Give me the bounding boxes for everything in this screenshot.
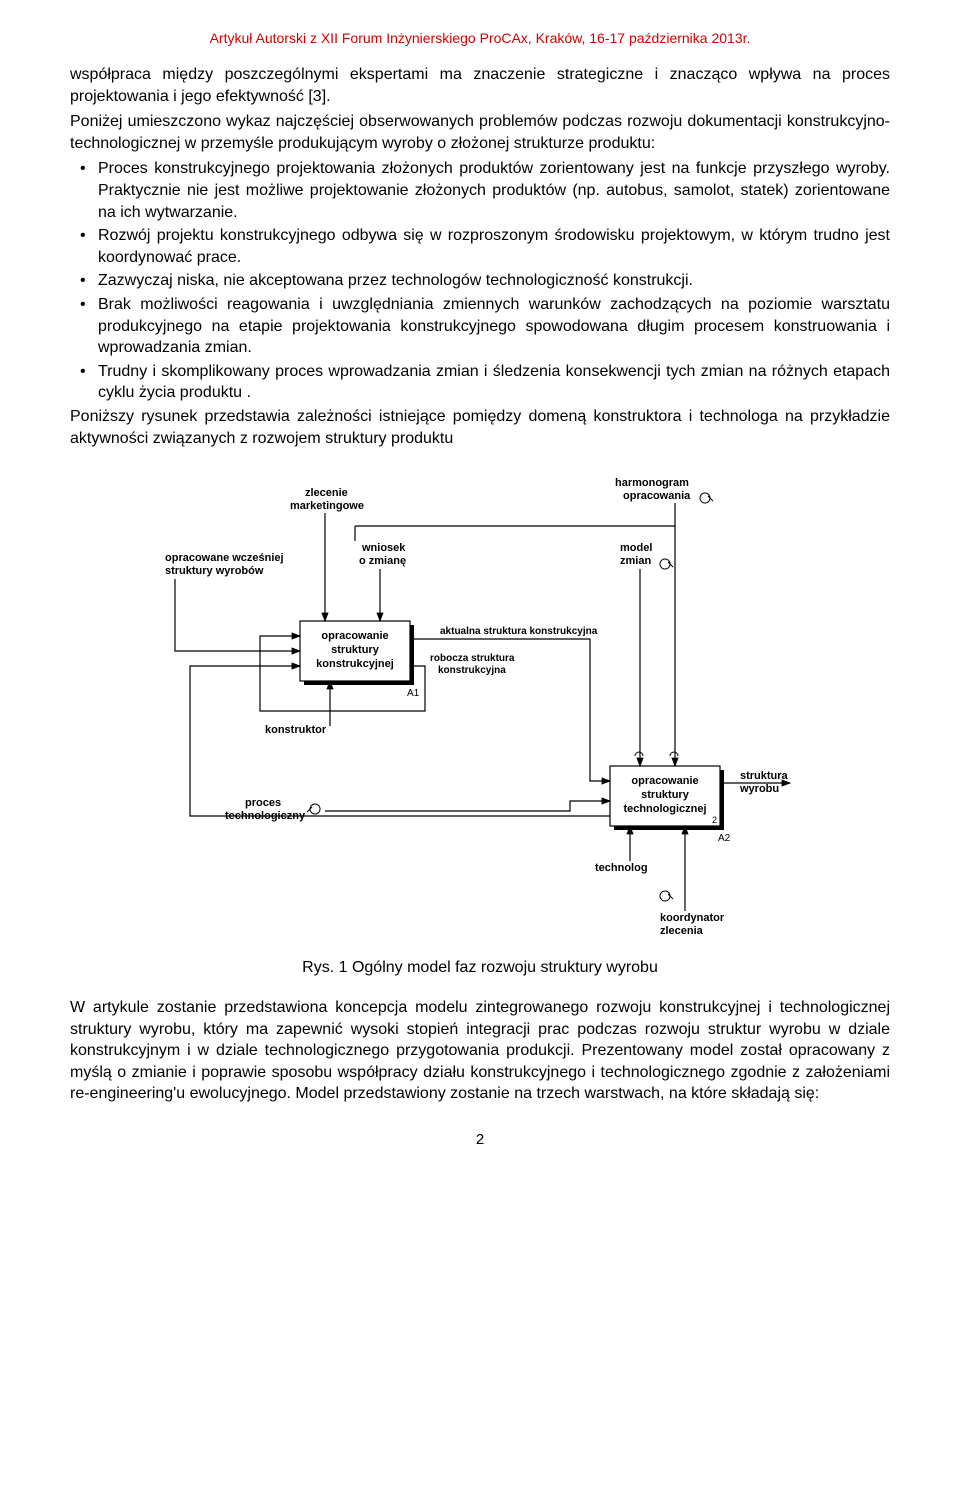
proces-l1: proces	[245, 797, 281, 809]
a2-label: A2	[718, 833, 731, 844]
rob-l2: konstrukcyjna	[438, 665, 506, 676]
konstruktor-label: konstruktor	[265, 724, 327, 736]
page-number: 2	[70, 1131, 890, 1148]
paragraph-1: współpraca między poszczególnymi ekspert…	[70, 64, 890, 107]
box1-line1: opracowanie	[321, 630, 388, 642]
box2-line1: opracowanie	[631, 775, 698, 787]
wniosek-l2: o zmianę	[359, 555, 406, 567]
strukt-l1: struktura	[740, 770, 789, 782]
bullet-list: Proces konstrukcyjnego projektowania zło…	[70, 158, 890, 404]
paragraph-4: W artykule zostanie przedstawiona koncep…	[70, 997, 890, 1105]
box2-line2: struktury	[641, 789, 690, 801]
model-l1: model	[620, 542, 652, 554]
model-l2: zmian	[620, 555, 651, 567]
diagram-svg: opracowanie struktury konstrukcyjnej A1 …	[130, 471, 830, 941]
bullet-item: Brak możliwości reagowania i uwzględnian…	[70, 294, 890, 359]
strukt-l2: wyrobu	[739, 783, 779, 795]
aktualna-label: aktualna struktura konstrukcyjna	[440, 626, 598, 637]
bullet-item: Rozwój projektu konstrukcyjnego odbywa s…	[70, 225, 890, 268]
opr-l1: opracowane wcześniej	[165, 552, 284, 564]
koord-l2: zlecenia	[660, 925, 704, 937]
koord-l1: koordynator	[660, 912, 725, 924]
bullet-item: Zazwyczaj niska, nie akceptowana przez t…	[70, 270, 890, 292]
zlecenie-l1: zlecenie	[305, 487, 348, 499]
page-header: Artykuł Autorski z XII Forum Inżynierski…	[70, 30, 890, 46]
wniosek-l1: wniosek	[361, 542, 406, 554]
two-label: 2	[712, 815, 717, 825]
bullet-item: Proces konstrukcyjnego projektowania zło…	[70, 158, 890, 223]
box1-line2: struktury	[331, 644, 380, 656]
bullet-item: Trudny i skomplikowany proces wprowadzan…	[70, 361, 890, 404]
box1-line3: konstrukcyjnej	[316, 658, 394, 670]
harm-l2: opracowania	[623, 490, 691, 502]
zlecenie-l2: marketingowe	[290, 500, 364, 512]
paragraph-2: Poniżej umieszczono wykaz najczęściej ob…	[70, 111, 890, 154]
harm-l1: harmonogram	[615, 477, 689, 489]
rob-l1: robocza struktura	[430, 653, 515, 664]
paragraph-3: Poniższy rysunek przedstawia zależności …	[70, 406, 890, 449]
figure-caption: Rys. 1 Ogólny model faz rozwoju struktur…	[70, 959, 890, 977]
figure-1: opracowanie struktury konstrukcyjnej A1 …	[130, 471, 830, 941]
technolog-label: technolog	[595, 862, 648, 874]
box2-line3: technologicznej	[623, 803, 706, 815]
a1-label: A1	[407, 688, 420, 699]
opr-l2: struktury wyrobów	[165, 565, 264, 577]
